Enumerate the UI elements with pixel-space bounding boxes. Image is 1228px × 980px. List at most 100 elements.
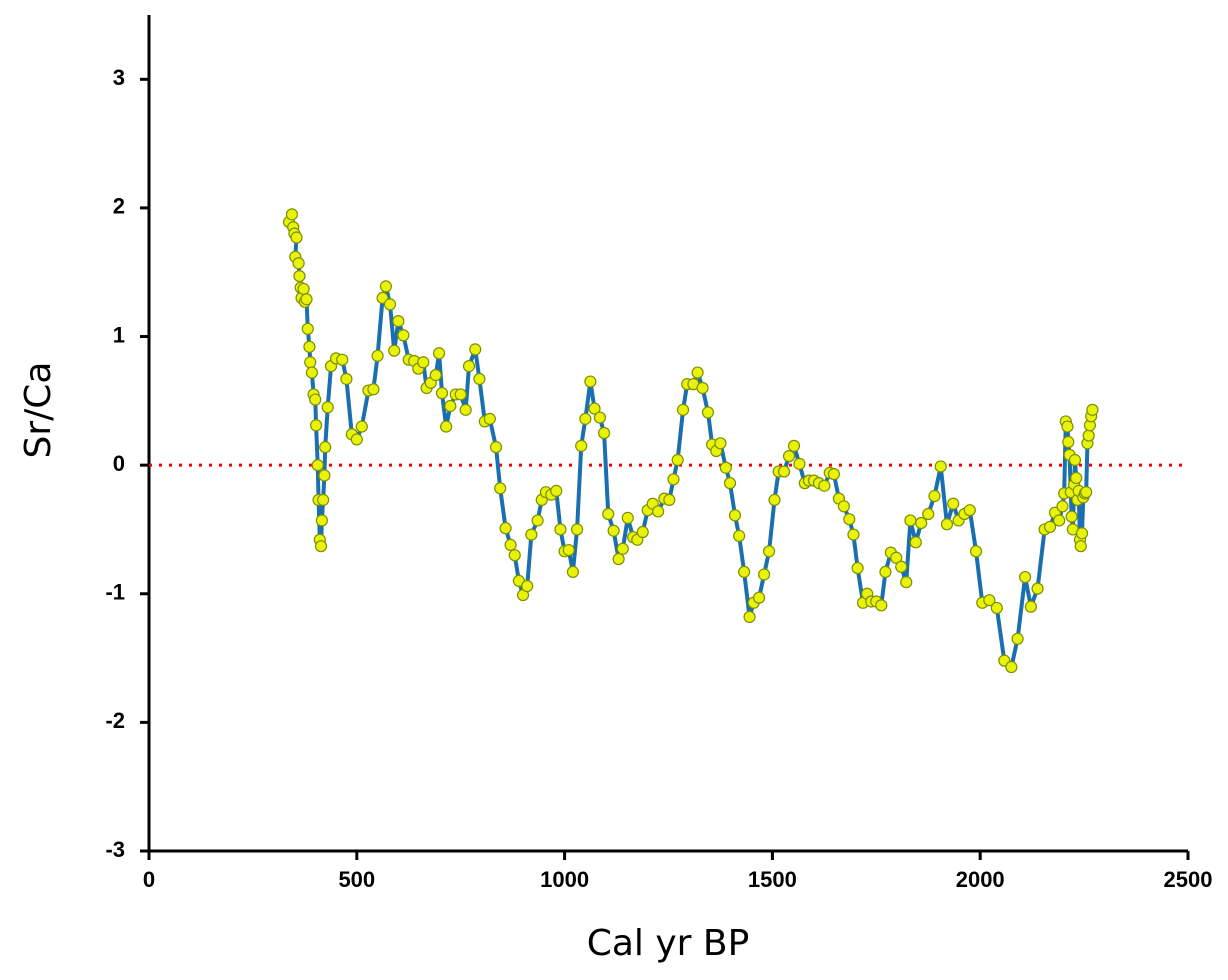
data-point [612,552,625,566]
y-tick-label: 3 [113,65,125,90]
data-point [301,322,314,335]
data-point [671,453,684,467]
data-point [311,459,324,472]
data-point [787,439,801,452]
data-point [733,529,746,542]
data-point [440,420,453,433]
data-point [340,372,353,386]
data-point [1043,520,1057,533]
y-tick-label: -2 [105,708,125,733]
data-point [508,549,521,562]
data-point [429,369,442,382]
data-point [851,561,864,575]
data-point [305,366,319,379]
data-point [947,497,960,510]
data-point [454,388,467,401]
data-point [738,565,751,579]
data-point [388,344,401,357]
data-point [667,473,680,486]
y-axis-title: Sr/Ca [18,362,59,459]
data-point [636,525,649,539]
data-point [1074,540,1087,553]
data-point [300,293,313,306]
data-point [879,565,892,579]
data-point [315,514,328,527]
x-tick-label: 1500 [748,867,797,892]
data-point [397,329,410,342]
data-point [847,528,860,541]
data-point [940,518,954,531]
data-point [297,282,310,296]
data-point [285,208,299,221]
data-point [843,513,856,526]
data-point [432,347,446,360]
data-point [934,460,947,473]
data-point [494,482,507,495]
data-point [1024,600,1038,613]
data-point [593,411,607,424]
data-point [1075,527,1089,540]
data-point [525,528,538,541]
data-point [504,538,517,551]
data-point [602,507,615,521]
data-point [1011,632,1024,645]
y-tick-label: -3 [105,837,125,862]
data-point [757,568,771,581]
data-point [379,280,392,293]
data-point [728,509,742,522]
data-point [531,514,544,527]
data-point [293,269,306,283]
data-point [768,493,781,506]
data-point [691,366,704,379]
data-point [753,591,766,604]
data-point [314,540,328,553]
data-point [983,594,996,607]
data-point [292,257,305,270]
data-point [1053,514,1066,527]
data-point [793,457,806,470]
data-point [575,439,588,452]
data-point [663,493,676,506]
data-point [719,461,732,474]
data-point [309,419,323,432]
data-point [969,545,983,558]
data-point [743,610,756,624]
data-point [317,493,330,506]
data-point [350,433,363,446]
data-point [928,489,941,503]
data-point [762,545,776,558]
data-point [321,401,334,414]
data-point [723,477,737,490]
data-point [990,601,1003,615]
data-point [566,565,580,579]
data-point [319,441,332,454]
data-point [483,412,496,425]
data-point [392,315,405,328]
x-tick-label: 1000 [540,867,589,892]
data-point [550,484,563,497]
data-point [584,375,597,388]
data-point [1061,420,1074,433]
data-point [875,599,888,612]
data-point [588,402,601,415]
data-point [304,356,317,369]
data-point [570,523,584,536]
data-point [1031,582,1044,595]
data-point [462,360,476,373]
data-point [818,479,831,492]
x-tick-label: 500 [338,867,375,892]
data-point [1086,403,1099,416]
data-point [904,514,917,527]
data-point [1018,570,1032,584]
data-point [417,356,430,369]
data-point [521,579,534,593]
data-point [383,298,397,311]
data-point [1080,486,1093,499]
data-point [922,507,935,521]
data-point [290,231,303,244]
data-point [915,516,928,530]
data-point [895,560,908,573]
x-axis-title: Cal yr BP [587,923,750,964]
